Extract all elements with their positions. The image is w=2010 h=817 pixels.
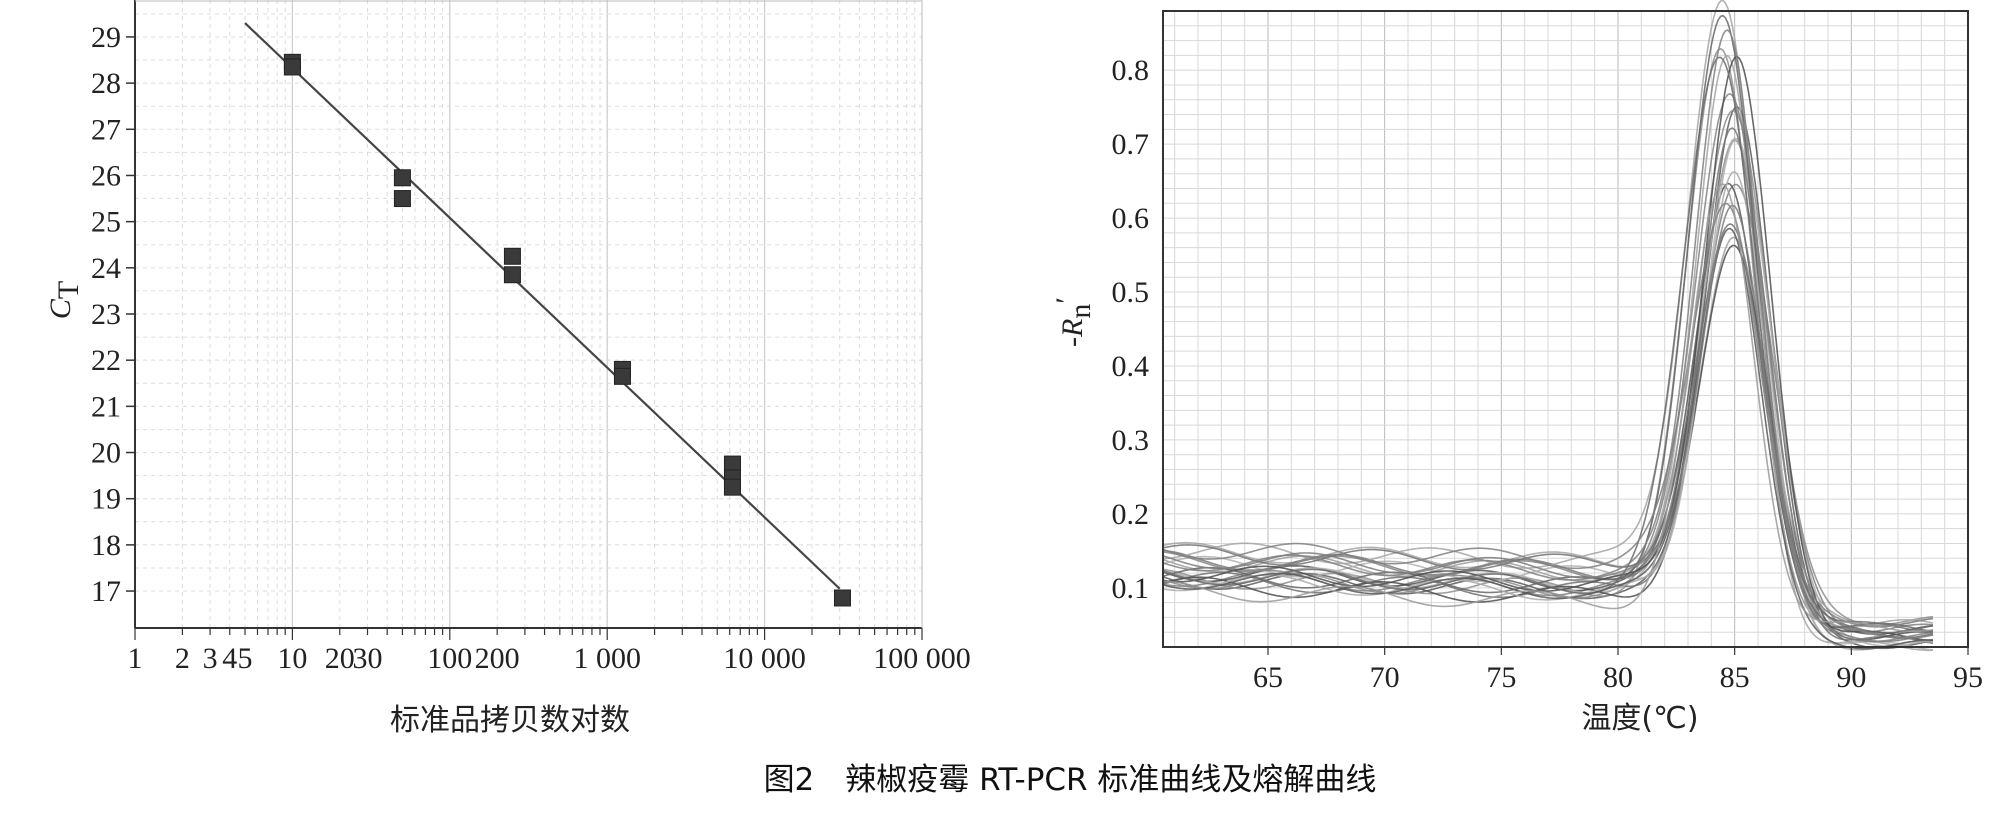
standard-curve-y-label-sub: T (52, 281, 85, 299)
melting-curve-y-tick-label: 0.1 (1112, 572, 1150, 605)
standard-curve-data-point (833, 589, 851, 607)
melting-curve-x-tick-label: 95 (1953, 661, 1983, 694)
melting-curve-frame (1162, 10, 1969, 648)
standard-curve-y-tick-label: 25 (91, 206, 121, 239)
standard-curve-data-point (723, 478, 741, 496)
standard-curve-x-tick-label: 2 (175, 642, 190, 675)
standard-curve-x-tick-label: 100 (427, 642, 472, 675)
standard-curve-x-tick-label: 10 (277, 642, 307, 675)
standard-curve-data-point (283, 58, 301, 76)
melting-curve-y-axis-label: -Rn′ (1050, 297, 1097, 347)
standard-curve-data-point (393, 169, 411, 187)
standard-curve-x-tick-label: 5 (238, 642, 253, 675)
standard-curve-x-axis-label: 标准品拷贝数对数 (390, 703, 630, 738)
melting-curve-ticks: 0.1 0.2 0.3 0.4 0.5 0.6 0.7 0.8 65 70 75 80 85 90 95 (1112, 54, 1984, 694)
standard-curve-x-tick-label: 1 000 (573, 642, 641, 675)
standard-curve-y-tick-label: 22 (91, 344, 121, 377)
melting-curve-y-tick-label: 0.6 (1112, 202, 1150, 235)
melting-curve-plot-area (1163, 11, 1968, 647)
standard-curve-y-tick-label: 26 (91, 159, 121, 192)
melting-curve-y-tick-label: 0.5 (1112, 276, 1150, 309)
figure-caption: 图2 辣椒疫霉 RT-PCR 标准曲线及熔解曲线 (764, 762, 1377, 798)
melting-curve-line (1162, 202, 1934, 628)
standard-curve-y-tick-label: 28 (91, 67, 121, 100)
standard-curve-y-tick-label: 17 (91, 575, 121, 608)
standard-curve-x-tick-label: 30 (352, 642, 382, 675)
melting-curve-x-axis-label: 温度(℃) (1581, 701, 1698, 736)
melting-curve-y-label-prime: ′ (1050, 297, 1083, 304)
melting-curve-line (1162, 223, 1933, 632)
melting-curve-line (1162, 55, 1934, 641)
standard-curve-y-tick-label: 27 (91, 113, 121, 146)
melting-curve-y-tick-label: 0.3 (1112, 424, 1150, 457)
melting-curve-x-tick-label: 80 (1603, 661, 1633, 694)
melting-curve-line (1162, 204, 1934, 643)
melting-curve-y-tick-label: 0.8 (1112, 54, 1150, 87)
melting-curve-gridlines (1163, 11, 1969, 648)
standard-curve-x-tick-label: 4 (222, 642, 237, 675)
melting-curve-line (1162, 47, 1934, 640)
melting-curve-x-tick-label: 65 (1253, 661, 1283, 694)
standard-curve-points (283, 53, 851, 607)
melting-curve-y-tick-label: 0.7 (1112, 128, 1150, 161)
standard-curve-y-tick-label: 24 (91, 252, 121, 285)
melting-curve-x-tick-label: 85 (1720, 661, 1750, 694)
standard-curve-y-tick-label: 20 (91, 437, 121, 470)
melting-curve-x-tick-label: 70 (1370, 661, 1400, 694)
standard-curve-x-tick-label: 3 (203, 642, 218, 675)
standard-curve-y-tick-label: 29 (91, 21, 121, 54)
standard-curve-data-point (503, 266, 521, 284)
standard-curve-gridlines (135, 0, 922, 628)
melting-curve-y-tick-label: 0.2 (1112, 498, 1150, 531)
standard-curve-y-tick-label: 21 (91, 390, 121, 423)
standard-curve-data-point (613, 367, 631, 385)
standard-curve-y-tick-label: 19 (91, 483, 121, 516)
standard-curve-y-label-main: C (44, 298, 77, 319)
melting-curve-line (1163, 183, 1934, 633)
standard-curve-x-tick-label: 200 (475, 642, 520, 675)
melting-curve-y-label-sub: n (1064, 304, 1097, 319)
standard-curve-y-axis-label: CT (44, 281, 85, 319)
melting-curve-x-tick-label: 75 (1486, 661, 1516, 694)
melting-curve-line (1162, 56, 1934, 634)
standard-curve-y-tick-label: 18 (91, 529, 121, 562)
standard-curve-x-tick-label: 1 (128, 642, 143, 675)
melting-curve-y-tick-label: 0.4 (1112, 350, 1150, 383)
melting-curve-series (1162, 0, 1934, 652)
melting-curve-line (1162, 109, 1934, 626)
melting-curve-x-tick-label: 90 (1836, 661, 1866, 694)
standard-curve-x-tick-label: 10 000 (723, 642, 806, 675)
melting-curve-chart: 0.1 0.2 0.3 0.4 0.5 0.6 0.7 0.8 65 70 75 80 85 90 95 温… (1050, 0, 1984, 736)
standard-curve-y-tick-label: 23 (91, 298, 121, 331)
standard-curve-x-tick-label: 100 000 (873, 642, 971, 675)
melting-curve-y-label-main: -R (1056, 319, 1089, 347)
melting-curve-line (1162, 127, 1934, 639)
standard-curve-x-tick-label: 20 (325, 642, 355, 675)
standard-curve-data-point (393, 190, 411, 208)
standard-curve-data-point (503, 247, 521, 265)
